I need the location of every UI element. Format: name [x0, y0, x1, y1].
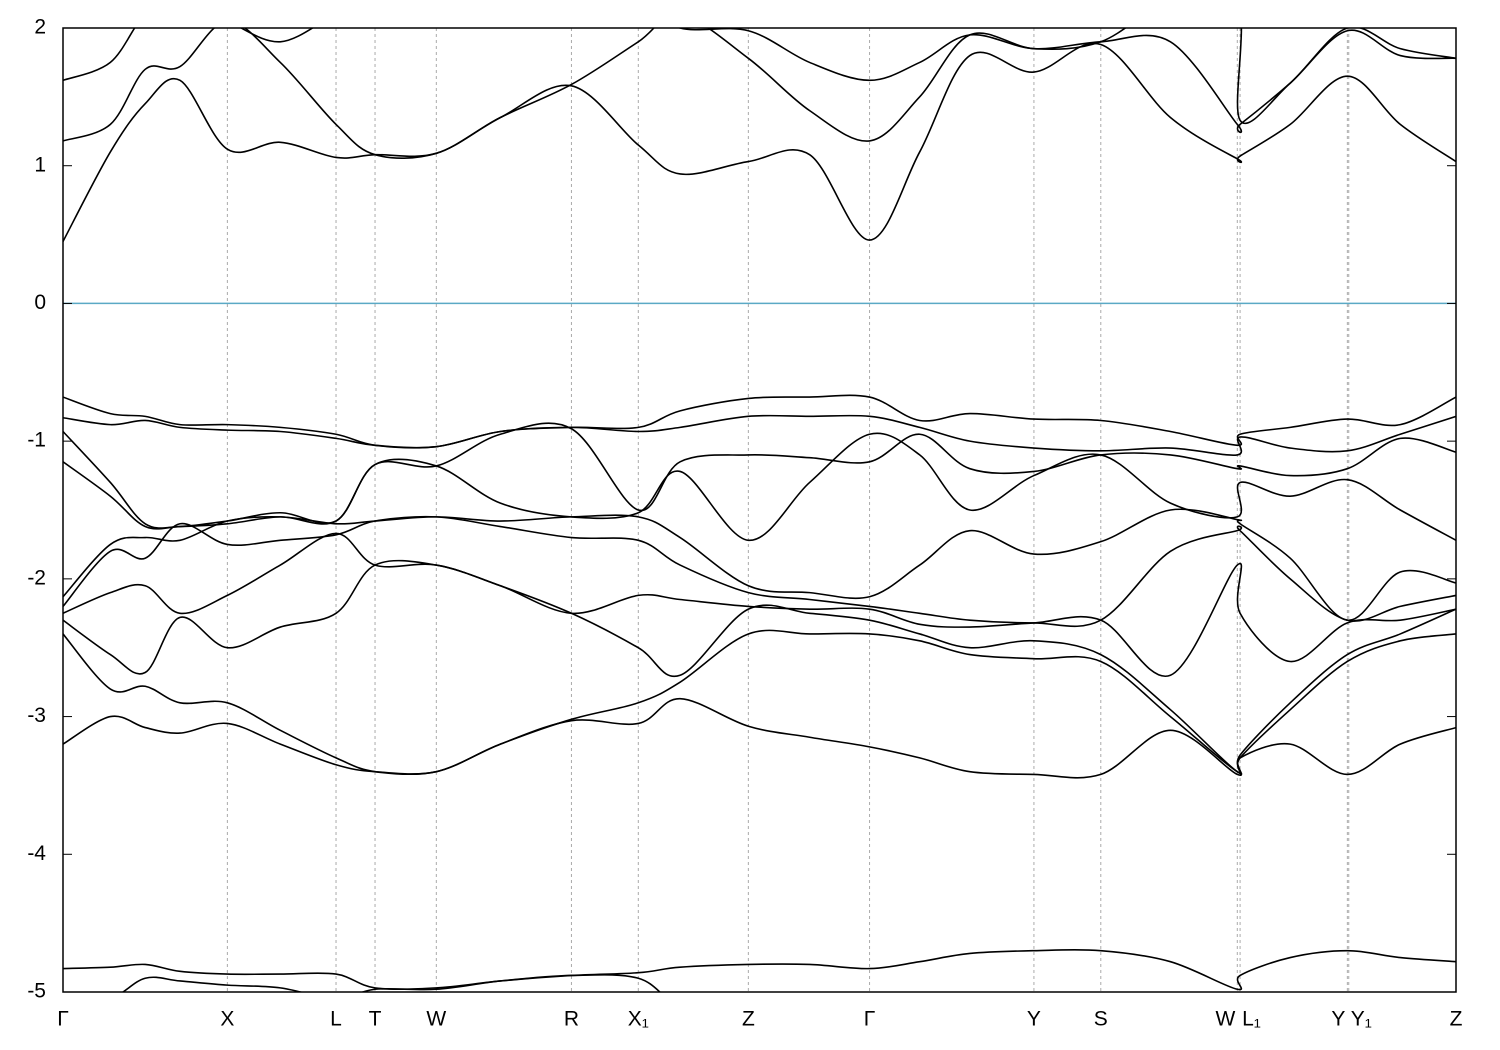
y-tick-label: -1 — [27, 429, 46, 452]
x-tick-label: Z — [742, 1008, 755, 1031]
x-tick-label: X — [220, 1008, 234, 1031]
x-tick-label: S — [1094, 1008, 1108, 1031]
y-tick-label: -3 — [27, 704, 46, 727]
y-tick-label: -5 — [27, 980, 46, 1003]
band-line — [63, 515, 1456, 628]
x-tick-label: Γ — [864, 1008, 876, 1031]
band-line — [63, 629, 1456, 776]
x-tick-label: R — [564, 1008, 579, 1031]
x-tick-label: L₁ — [1242, 1008, 1261, 1031]
band-line — [63, 28, 1456, 124]
band-line — [63, 422, 1456, 529]
x-tick-label: Γ — [57, 1008, 69, 1031]
y-tick-label: 2 — [34, 16, 46, 39]
band-line — [63, 42, 1456, 242]
x-tick-label: Y — [1331, 1008, 1345, 1031]
x-tick-label: T — [369, 1008, 382, 1031]
x-tick-label: Y — [1027, 1008, 1041, 1031]
x-tick-label: W — [1215, 1008, 1235, 1031]
x-tick-label: L — [330, 1008, 342, 1031]
y-tick-label: 1 — [34, 153, 46, 176]
band-line — [63, 948, 1456, 991]
y-tick-label: -2 — [27, 566, 46, 589]
x-tick-label: Y₁ — [1351, 1008, 1372, 1031]
x-tick-label: W — [426, 1008, 446, 1031]
grid — [62, 28, 1457, 992]
band-line — [63, 697, 1456, 779]
x-tick-label: Z — [1450, 1008, 1463, 1031]
band-line — [63, 532, 1456, 678]
y-tick-label: -4 — [27, 842, 46, 865]
x-tick-label: X₁ — [628, 1008, 649, 1031]
labels: -5 -4 -3 -2 -1 0 1 2 Γ X L T W R X₁ Z Γ Y S W L₁ Y Y₁ Z — [27, 16, 1462, 1031]
band-line — [121, 973, 662, 992]
band-line — [63, 432, 1456, 542]
bands — [63, 28, 1456, 992]
y-tick-label: 0 — [34, 291, 46, 314]
plot-frame — [62, 27, 1457, 993]
band-line — [63, 414, 1456, 456]
band-line — [63, 508, 1456, 621]
band-line — [63, 559, 1456, 775]
band-line — [63, 394, 1456, 449]
